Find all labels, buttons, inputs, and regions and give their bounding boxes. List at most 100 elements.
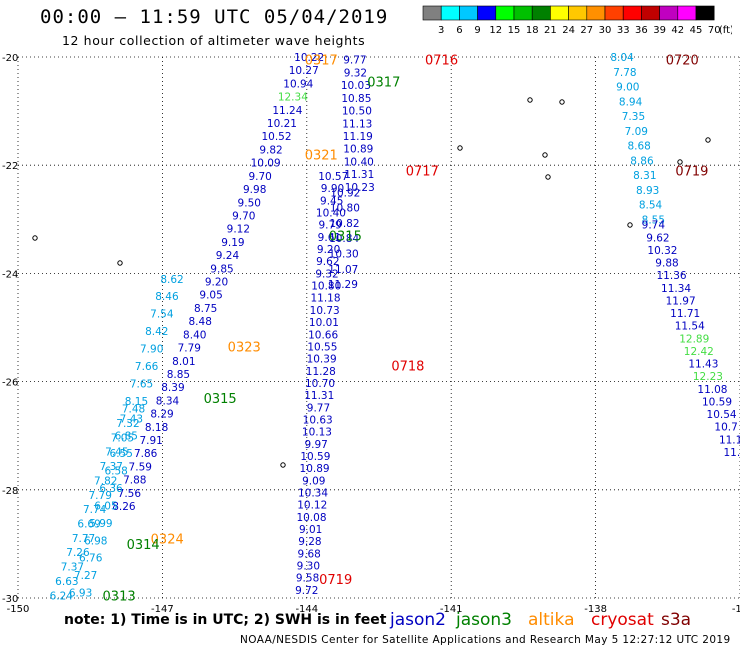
wave-height-label: 7.37 [100,461,123,473]
wave-height-label: 9.32 [344,67,367,79]
pass-time-label: 0317 [367,75,400,90]
pass-time-label: 0321 [305,148,338,163]
wave-height-label: 10.34 [298,488,328,500]
wave-height-label: 9.28 [298,536,321,548]
wave-height-label: 11.71 [670,308,700,320]
wave-height-label: 6.24 [50,590,74,602]
island-outline [705,137,711,143]
y-tick-label: -24 [2,269,18,280]
wave-height-label: 9.61 [318,232,341,244]
scale-label: 24 [562,25,575,36]
wave-height-label: 10.7 [714,422,737,434]
pass-time-label: 0717 [406,165,439,180]
wave-height-label: 9.77 [307,402,330,414]
wave-height-label: 11.31 [344,169,374,181]
pass-time-label: 0314 [127,538,160,553]
wave-height-label: 7.79 [178,343,201,355]
wave-height-label: 8.29 [150,409,173,421]
wave-height-label: 10.32 [647,245,677,257]
wave-height-label: 7.05 [111,432,134,444]
wave-height-label: 6.36 [99,483,123,495]
wave-height-label: 11.24 [272,105,302,117]
wave-height-label: 10.30 [329,249,359,261]
wave-height-label: 9.62 [646,232,669,244]
wave-height-label: 8.62 [160,274,183,286]
wave-height-label: 7.43 [120,413,143,425]
pass-time-label: 0718 [391,359,424,374]
wave-height-label: 11.08 [697,384,727,396]
pass-time-label: 0313 [103,589,136,604]
wave-height-label: 9.01 [299,524,322,536]
wave-height-label: 8.86 [630,155,654,167]
wave-height-label: 8.01 [172,356,195,368]
wave-height-label: 9.62 [316,256,339,268]
x-tick-label: -141 [440,604,463,615]
island-outline [545,174,551,180]
island-outline [280,462,286,468]
wave-height-label: 11.43 [688,359,718,371]
wave-height-label: 11.1 [719,434,740,446]
scale-label: 15 [508,25,521,36]
wave-height-label: 11.31 [304,390,334,402]
wave-height-label: 9.72 [295,585,318,597]
wave-height-label: 10.22 [294,52,324,64]
scale-label: 42 [671,25,684,36]
x-tick-label: -138 [584,604,607,615]
wave-height-label: 10.82 [329,218,359,230]
wave-height-label: 7.78 [613,67,636,79]
legend-jason3: jason3 [456,610,512,630]
wave-height-label: 7.91 [139,435,162,447]
wave-height-label: 6.63 [55,576,78,588]
wave-height-label: 11.29 [328,279,358,291]
wave-height-label: 7.35 [622,111,645,123]
x-tick-label: -147 [151,604,174,615]
scale-label: 33 [617,25,630,36]
wave-height-label: 9.20 [205,277,228,289]
wave-height-label: 10.23 [345,182,375,194]
wave-height-label: 10.40 [344,156,374,168]
wave-height-label: 6.05 [94,500,117,512]
wave-height-label: 7.45 [105,447,128,459]
wave-height-label: 10.08 [296,512,326,524]
wave-height-label: 9.70 [248,171,271,183]
island-outline [542,152,548,158]
wave-height-label: 10.21 [267,118,297,130]
wave-height-label: 11.28 [306,366,336,378]
wave-height-label: 10.09 [251,158,281,170]
wave-height-label: 9.82 [259,144,282,156]
footer-credit: NOAA/NESDIS Center for Satellite Applica… [240,634,731,646]
wave-height-label: 9.45 [320,195,343,207]
wave-height-label: 10.66 [308,329,338,341]
wave-height-label: 7.86 [134,448,158,460]
wave-height-label: 8.48 [189,316,212,328]
wave-height-label: 11.19 [343,131,373,143]
wave-height-label: 10.54 [707,409,737,421]
wave-height-label: 10.73 [310,305,340,317]
wave-height-label: 8.55 [642,214,665,226]
wave-height-label: 11.54 [675,321,705,333]
wave-height-label: 9.88 [655,258,678,270]
wave-height-label: 11.34 [661,283,691,295]
wave-height-label: 10.70 [305,378,335,390]
wave-height-label: 9.12 [227,224,250,236]
x-tick-label: -150 [7,604,30,615]
wave-height-label: 9.00 [616,82,639,94]
wave-height-label: 11.13 [342,118,372,130]
wave-height-label: 10.40 [316,208,346,220]
wave-height-label: 7.74 [83,504,107,516]
wave-height-label: 7.27 [74,570,97,582]
scale-label: 39 [653,25,666,36]
island-outline [32,235,38,241]
legend-altika: altika [528,610,575,630]
legend-jason2: jason2 [390,610,446,630]
scale-label: 6 [456,25,462,36]
wave-height-label: 6.93 [69,588,92,600]
wave-height-label: 7.32 [116,418,139,430]
wave-height-label: 9.32 [315,268,338,280]
wave-height-label: 9.77 [343,55,366,67]
scale-label: 21 [544,25,557,36]
wave-height-label: 10.57 [318,171,348,183]
scale-label: 36 [635,25,648,36]
wave-height-label: 8.34 [156,395,180,407]
